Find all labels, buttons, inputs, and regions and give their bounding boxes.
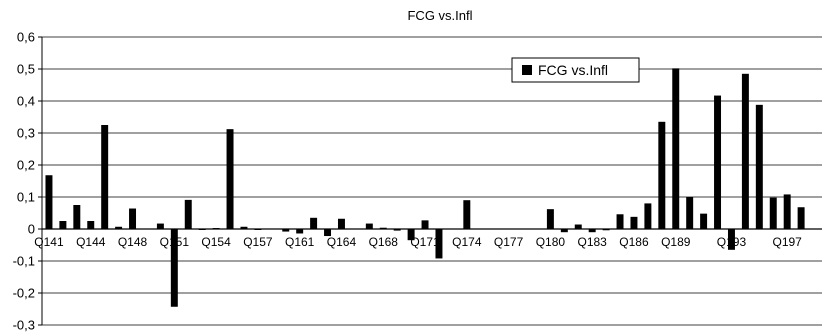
bar <box>783 194 791 229</box>
bar <box>435 229 443 259</box>
bar <box>658 121 666 229</box>
bar <box>45 175 53 229</box>
x-tick-label: Q168 <box>369 235 399 249</box>
bar <box>407 229 415 241</box>
x-tick-label: Q193 <box>717 235 747 249</box>
bar <box>560 229 568 233</box>
bar <box>686 197 694 229</box>
bar <box>393 229 401 231</box>
x-tick-label: Q180 <box>536 235 566 249</box>
x-tick-label: Q154 <box>201 235 231 249</box>
x-tick-label: Q197 <box>772 235 802 249</box>
bar <box>574 224 582 229</box>
legend-swatch <box>522 65 532 75</box>
y-tick-label: -0,1 <box>13 254 35 269</box>
bar <box>226 129 234 229</box>
x-tick-label: Q161 <box>285 235 315 249</box>
bar <box>184 199 192 229</box>
bar-series <box>45 68 805 307</box>
bar <box>87 221 95 229</box>
x-tick-label: Q148 <box>118 235 148 249</box>
y-tick-label: 0,4 <box>17 94 35 109</box>
x-tick-label: Q183 <box>577 235 607 249</box>
bar <box>115 226 123 229</box>
x-tick-label: Q189 <box>661 235 691 249</box>
bar <box>310 217 318 229</box>
bar <box>421 220 429 229</box>
y-tick-label: -0,3 <box>13 318 35 333</box>
y-tick-label: 0 <box>28 222 35 237</box>
legend-box <box>511 57 640 83</box>
bar <box>296 229 304 234</box>
y-tick-label: -0,2 <box>13 286 35 301</box>
bar <box>73 205 81 229</box>
legend-label: FCG vs.Infl <box>538 62 608 78</box>
x-tick-label: Q186 <box>619 235 649 249</box>
bar <box>727 229 735 250</box>
bar <box>769 197 777 229</box>
x-tick-label: Q171 <box>410 235 440 249</box>
y-axis-ticks: -0,3 -0,2 -0,1 0 0,1 0,2 0,3 0,4 0,5 0,6 <box>13 30 42 333</box>
x-tick-label: Q157 <box>243 235 273 249</box>
bar <box>714 95 722 229</box>
bar <box>365 223 373 229</box>
y-tick-label: 0,3 <box>17 126 35 141</box>
bar <box>324 229 332 237</box>
axes <box>41 37 822 325</box>
bar <box>546 209 554 229</box>
bar <box>644 203 652 229</box>
bar <box>170 229 178 307</box>
legend: FCG vs.Infl <box>511 57 640 83</box>
y-tick-label: 0,6 <box>17 30 35 45</box>
bar <box>156 223 164 229</box>
bar <box>672 68 680 229</box>
y-tick-label: 0,2 <box>17 158 35 173</box>
x-tick-label: Q144 <box>76 235 106 249</box>
y-tick-label: 0,1 <box>17 190 35 205</box>
bar <box>337 218 345 229</box>
y-tick-label: 0,5 <box>17 62 35 77</box>
bar <box>379 227 387 229</box>
x-tick-label: Q151 <box>160 235 190 249</box>
bar <box>755 104 763 229</box>
bar <box>630 216 638 229</box>
bar <box>700 213 708 229</box>
bar <box>616 214 624 229</box>
bar <box>59 221 67 229</box>
bar <box>240 226 248 229</box>
x-tick-label: Q174 <box>452 235 482 249</box>
bar <box>101 125 109 229</box>
x-tick-label: Q164 <box>327 235 357 249</box>
bar <box>741 73 749 229</box>
x-tick-label: Q177 <box>494 235 524 249</box>
bar <box>602 229 610 231</box>
x-tick-label: Q141 <box>34 235 64 249</box>
chart-title: FCG vs.Infl <box>407 8 472 23</box>
bar <box>129 208 137 229</box>
bar <box>282 229 290 232</box>
bar <box>463 200 471 229</box>
x-axis-ticks: Q141 Q144 Q148 Q151 Q154 Q157 Q161 Q164 Q168 Q171… <box>34 235 802 249</box>
bar <box>588 229 596 233</box>
bar <box>797 207 805 229</box>
